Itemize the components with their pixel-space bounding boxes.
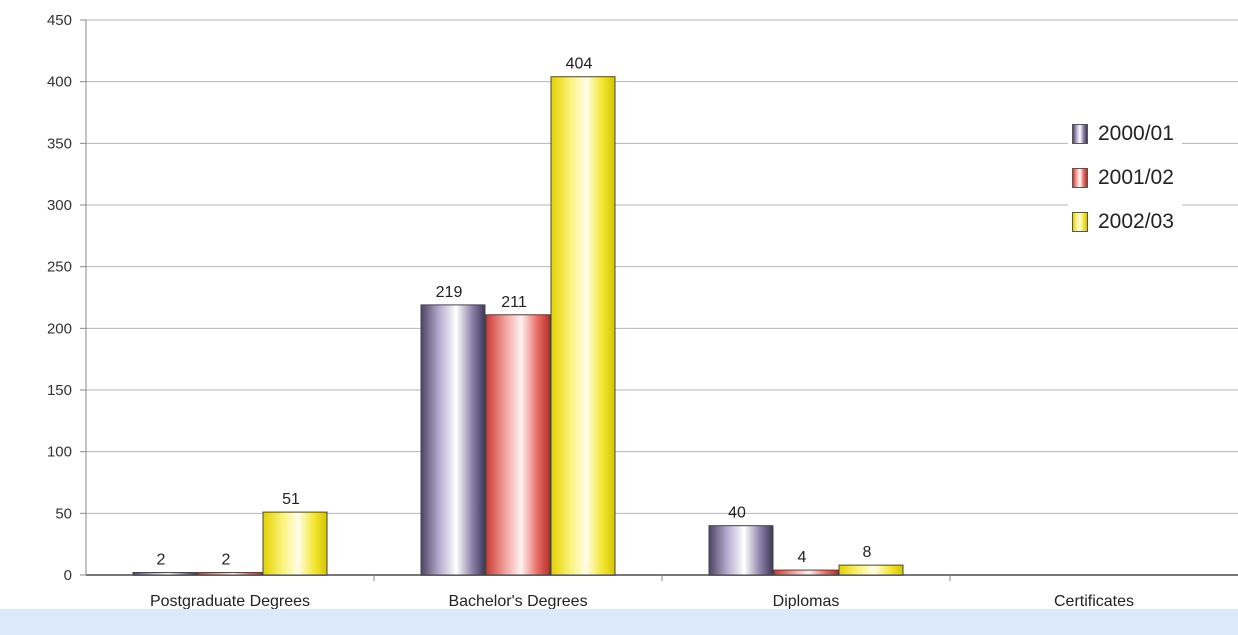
bar-2001-02-bachelor-s-degrees [485,314,551,576]
axes [80,19,1238,581]
y-tick-label: 250 [47,259,72,276]
x-category-label: Postgraduate Degrees [150,593,310,610]
bar-2002-03-postgraduate-degrees [262,511,328,576]
legend-swatch [1072,168,1088,188]
data-label: 40 [728,505,746,522]
x-axis-category-labels: Postgraduate Degrees Bachelor's Degrees Di… [150,593,1134,610]
legend-swatch [1072,212,1088,232]
legend-label: 2001/02 [1098,166,1174,189]
x-category-label: Bachelor's Degrees [448,593,587,610]
data-label: 211 [501,294,527,311]
bar-2000-01-diplomas [708,525,774,576]
data-label: 219 [436,284,463,301]
data-label: 404 [566,56,593,73]
y-tick-label: 0 [64,567,72,584]
y-tick-label: 400 [47,74,72,91]
legend: 2000/01 2001/02 2002/03 [1068,108,1182,248]
legend-swatch [1072,124,1088,144]
legend-item-2001-02: 2001/02 [1072,156,1174,200]
legend-label: 2002/03 [1098,210,1174,233]
bar-2000-01-bachelor-s-degrees [420,304,486,576]
data-label: 8 [863,544,872,561]
legend-label: 2000/01 [1098,122,1174,145]
y-tick-label: 200 [47,320,72,337]
y-tick-label: 300 [47,197,72,214]
bottom-band [0,609,1238,635]
bars [132,76,904,576]
legend-item-2000-01: 2000/01 [1072,112,1174,156]
y-tick-label: 350 [47,135,72,152]
y-tick-label: 100 [47,444,72,461]
y-axis-tick-labels: 0 50 100 150 200 250 300 350 400 450 [47,12,72,584]
data-label: 2 [157,552,166,569]
y-tick-label: 50 [55,505,72,522]
x-category-label: Diplomas [773,593,840,610]
data-label: 2 [222,552,231,569]
bar-2002-03-bachelor-s-degrees [550,76,616,576]
bar-2001-02-diplomas [773,569,839,576]
data-label: 51 [282,491,300,508]
bar-2000-01-postgraduate-degrees [132,572,198,576]
gridlines [86,19,1238,514]
y-tick-label: 450 [47,12,72,29]
x-category-label: Certificates [1054,593,1134,610]
data-label: 4 [798,549,807,566]
bar-2001-02-postgraduate-degrees [197,572,263,576]
legend-item-2002-03: 2002/03 [1072,200,1174,244]
bar-2002-03-diplomas [838,564,904,576]
y-tick-label: 150 [47,382,72,399]
